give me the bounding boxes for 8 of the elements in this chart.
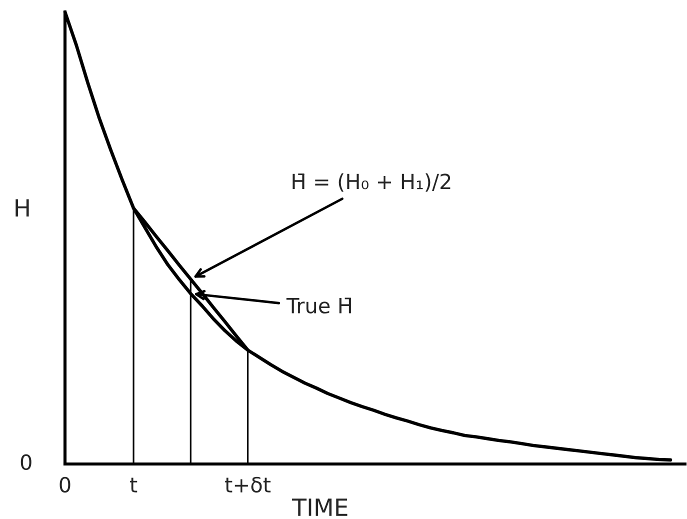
x-axis-title: TIME: [292, 498, 348, 516]
annotation: H̄ = (H₀ + H₁)/2: [292, 173, 450, 192]
x-tick-label: t+δt: [225, 476, 271, 493]
annotation: True H̄: [286, 298, 351, 314]
x-tick-label: t: [130, 478, 138, 492]
text: 0: [20, 454, 32, 470]
x-tick-label: 0: [60, 476, 70, 493]
y-axis-title: H: [16, 199, 29, 216]
